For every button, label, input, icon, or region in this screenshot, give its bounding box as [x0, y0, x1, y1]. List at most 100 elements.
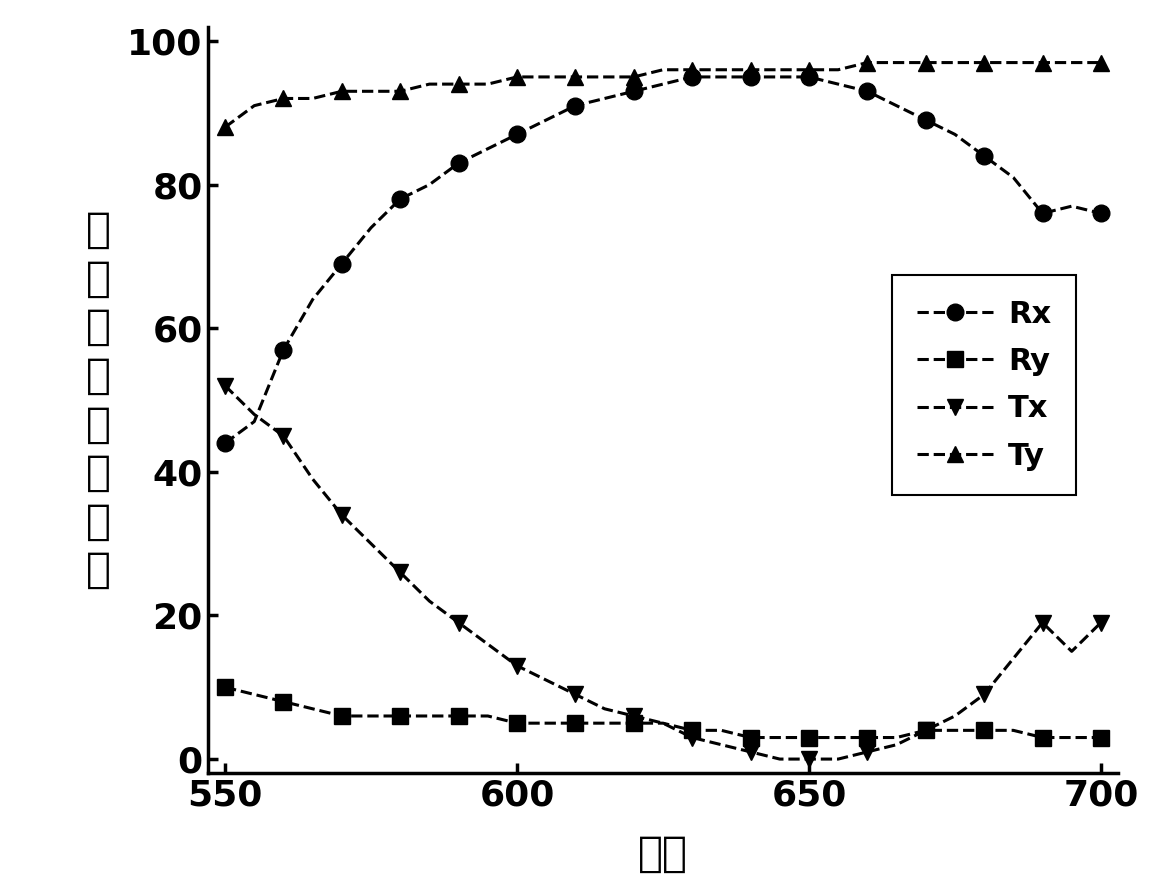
Line: Ry: Ry [217, 679, 1109, 746]
Ty [1007, 57, 1020, 68]
Tx [306, 474, 319, 485]
Ry [334, 710, 348, 721]
Legend: Rx, Ry, Tx, Ty: Rx, Ry, Tx, Ty [892, 276, 1076, 495]
Ry [597, 717, 611, 728]
Ty [744, 64, 758, 75]
Ty [685, 64, 699, 75]
Ry [773, 733, 786, 743]
Ry [393, 710, 407, 721]
Tx [948, 710, 962, 721]
Ry [1007, 725, 1020, 736]
Ty [306, 93, 319, 104]
Tx [218, 380, 232, 391]
Tx [919, 725, 933, 736]
Rx [277, 344, 291, 355]
Rx [1035, 208, 1049, 219]
Ty [540, 72, 553, 83]
Rx [1007, 172, 1020, 183]
Rx [919, 115, 933, 125]
Tx [540, 675, 553, 685]
Ty [481, 79, 495, 90]
Ry [452, 710, 466, 721]
Rx [831, 79, 845, 90]
Tx [1094, 617, 1108, 628]
Ty [277, 93, 291, 104]
Rx [978, 150, 992, 161]
Ry [978, 725, 992, 736]
Ry [860, 733, 874, 743]
Rx [306, 294, 319, 305]
Rx [393, 194, 407, 204]
Rx [685, 72, 699, 83]
Rx [364, 222, 378, 233]
Rx [334, 259, 348, 269]
Ty [715, 64, 729, 75]
Rx [218, 437, 232, 448]
Tx [890, 740, 904, 750]
Ry [1094, 733, 1108, 743]
Rx [481, 143, 495, 154]
Ry [481, 710, 495, 721]
Rx [452, 157, 466, 168]
Tx [510, 661, 523, 671]
Ty [802, 64, 816, 75]
Tx [1064, 646, 1078, 657]
Ty [773, 64, 786, 75]
Ry [1064, 733, 1078, 743]
Tx [568, 689, 582, 700]
Tx [773, 754, 786, 765]
Rx [656, 79, 670, 90]
Tx [831, 754, 845, 765]
Tx [248, 409, 262, 420]
Ty [656, 64, 670, 75]
Ty [831, 64, 845, 75]
Ty [860, 57, 874, 68]
Ry [802, 733, 816, 743]
Rx [773, 72, 786, 83]
Tx [685, 733, 699, 743]
Ty [452, 79, 466, 90]
Rx [510, 129, 523, 140]
Ty [627, 72, 641, 83]
Ry [831, 733, 845, 743]
Tx [481, 639, 495, 650]
Tx [860, 747, 874, 757]
Tx [452, 617, 466, 628]
Tx [1035, 617, 1049, 628]
Tx [393, 567, 407, 578]
Ty [948, 57, 962, 68]
Ry [1035, 733, 1049, 743]
Ty [1035, 57, 1049, 68]
Line: Tx: Tx [217, 377, 1109, 767]
Rx [422, 180, 436, 190]
Rx [597, 93, 611, 104]
Ry [715, 725, 729, 736]
Ry [218, 682, 232, 693]
Rx [568, 100, 582, 111]
Ry [248, 689, 262, 700]
Ry [510, 717, 523, 728]
Ty [919, 57, 933, 68]
Ry [656, 717, 670, 728]
Tx [364, 539, 378, 549]
Rx [627, 86, 641, 97]
Tx [597, 703, 611, 714]
Ry [568, 717, 582, 728]
Ty [1064, 57, 1078, 68]
Ty [568, 72, 582, 83]
Ty [334, 86, 348, 97]
Ty [1094, 57, 1108, 68]
Rx [715, 72, 729, 83]
Ty [218, 122, 232, 132]
Ry [627, 717, 641, 728]
Tx [1007, 653, 1020, 664]
Ry [364, 710, 378, 721]
Rx [744, 72, 758, 83]
Line: Ty: Ty [217, 54, 1109, 135]
Rx [890, 100, 904, 111]
Ry [919, 725, 933, 736]
Ry [422, 710, 436, 721]
Rx [802, 72, 816, 83]
Ty [393, 86, 407, 97]
Ty [510, 72, 523, 83]
